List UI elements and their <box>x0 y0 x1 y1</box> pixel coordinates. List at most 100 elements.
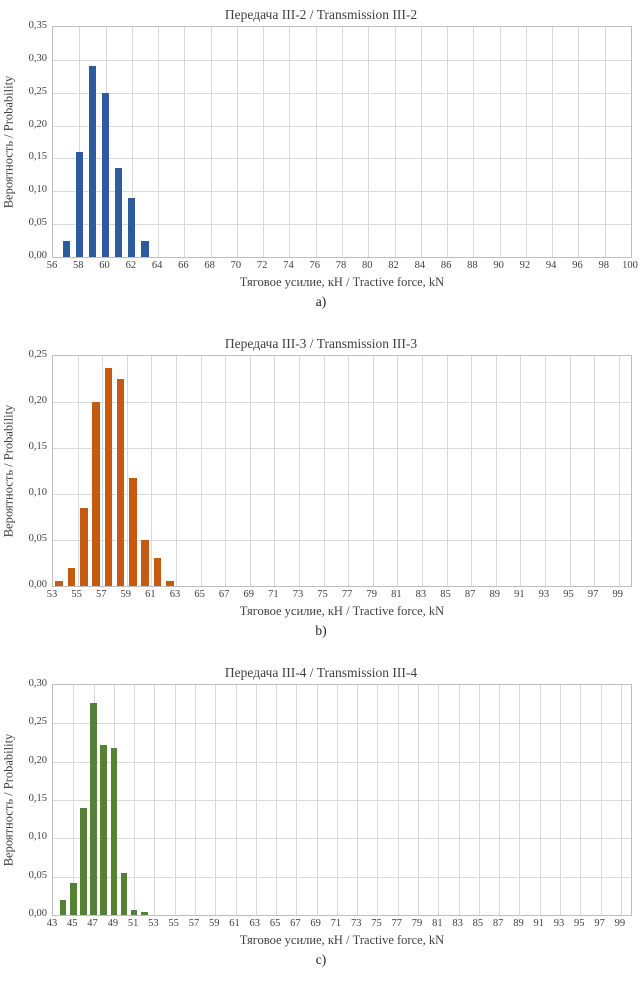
v-gridline <box>397 356 399 586</box>
x-tick-label: 67 <box>290 918 301 929</box>
v-gridline <box>473 27 475 257</box>
y-tick-label: 0,35 <box>28 19 47 31</box>
x-tick-label: 55 <box>71 589 82 600</box>
v-gridline <box>154 685 156 915</box>
y-tick-label: 0,05 <box>28 216 47 228</box>
y-axis-title-text: Вероятность / Probability <box>1 733 16 867</box>
x-tick-label: 71 <box>268 589 279 600</box>
bar <box>62 240 70 257</box>
h-gridline <box>53 723 631 725</box>
x-tick-label: 87 <box>464 589 476 600</box>
x-tick-label: 74 <box>283 260 294 271</box>
x-tick-label: 59 <box>120 589 132 600</box>
v-gridline <box>236 27 238 257</box>
x-tick-label: 79 <box>411 918 423 929</box>
v-gridline <box>342 27 343 257</box>
x-tick-label: 63 <box>169 589 181 600</box>
x-tick-label: 77 <box>391 918 403 929</box>
v-gridline <box>184 27 186 257</box>
v-gridline <box>604 27 606 257</box>
bar <box>115 168 123 257</box>
v-gridline <box>73 685 75 915</box>
v-gridline <box>215 685 217 915</box>
v-gridline <box>569 356 571 586</box>
chart-sub-label: c) <box>315 952 327 967</box>
v-gridline <box>418 685 420 915</box>
x-tick-label: 89 <box>513 918 524 929</box>
x-tick-label: 95 <box>563 589 574 600</box>
v-gridline <box>420 27 422 257</box>
plot-area <box>52 684 632 916</box>
chart-title: Передача III-3 / Transmission III-3 <box>224 336 418 351</box>
v-gridline <box>495 356 497 586</box>
x-tick-label: 86 <box>440 260 452 271</box>
v-gridline <box>79 27 81 257</box>
v-gridline <box>194 685 196 915</box>
x-tick-label: 57 <box>188 918 200 929</box>
bar <box>166 581 174 586</box>
x-tick-label: 100 <box>622 260 638 271</box>
chart-a: Передача III-2 / Transmission III-2 Веро… <box>0 0 642 329</box>
x-tick-label: 59 <box>208 918 220 929</box>
v-gridline <box>315 27 317 257</box>
bar <box>55 581 63 586</box>
bar <box>153 558 162 586</box>
h-gridline <box>53 494 631 495</box>
y-axis-title-text: Вероятность / Probability <box>1 75 16 209</box>
x-axis-title: Тяговое усилие, кН / Tractive force, kN <box>239 604 445 618</box>
y-tick-label: 0,00 <box>28 578 47 590</box>
v-gridline <box>210 27 212 257</box>
v-gridline <box>372 356 374 586</box>
y-tick-labels: 0,00 0,05 0,10 0,15 0,20 0,25 <box>18 349 52 589</box>
x-tick-label: 93 <box>553 918 565 929</box>
v-gridline <box>151 356 153 586</box>
x-tick-labels: 43 45 47 49 51 53 55 57 59 61 63 65 67 69 71 73 75 77 79 81… <box>47 916 632 931</box>
v-gridline <box>539 685 541 915</box>
bar <box>129 478 137 586</box>
v-gridline <box>255 685 257 915</box>
h-gridline <box>53 761 631 763</box>
x-tick-label: 98 <box>598 260 609 271</box>
y-tick-label: 0,20 <box>28 754 47 766</box>
bar <box>59 899 67 915</box>
chart-sub-label: a) <box>315 294 327 309</box>
h-gridline <box>53 800 631 801</box>
y-axis-title: Вероятность / Probability <box>0 26 18 258</box>
x-tick-label: 78 <box>335 260 347 271</box>
x-tick-label: 91 <box>533 918 544 929</box>
v-gridline <box>274 356 276 586</box>
bar <box>69 882 77 915</box>
bar <box>140 911 148 915</box>
y-axis-title: Вероятность / Probability <box>0 684 18 916</box>
x-tick-label: 70 <box>230 260 242 271</box>
v-gridline <box>438 685 440 915</box>
x-tick-label: 68 <box>204 260 215 271</box>
plot-row: Вероятность / Probability 0,00 0,05 0,10 0,… <box>0 20 642 260</box>
x-tick-label: 53 <box>148 918 159 929</box>
x-tick-label: 83 <box>452 918 463 929</box>
h-gridline <box>53 838 631 840</box>
x-tick-label: 88 <box>467 260 478 271</box>
x-tick-label: 56 <box>46 260 58 271</box>
x-tick-label: 72 <box>256 260 268 271</box>
x-tick-label: 97 <box>594 918 605 929</box>
chart-b: Передача III-3 / Transmission III-3 Веро… <box>0 329 642 658</box>
x-tick-label: 69 <box>310 918 321 929</box>
y-axis-title: Вероятность / Probability <box>0 355 18 587</box>
v-gridline <box>594 356 596 586</box>
bar <box>141 240 149 257</box>
v-gridline <box>580 685 582 915</box>
v-gridline <box>174 685 176 915</box>
bar <box>100 744 107 915</box>
x-tick-label: 61 <box>229 918 240 929</box>
x-tick-label: 73 <box>350 918 362 929</box>
chart-title: Передача III-4 / Transmission III-4 <box>224 665 418 680</box>
v-gridline <box>357 685 359 915</box>
v-gridline <box>235 685 237 915</box>
y-tick-label: 0,15 <box>28 440 47 452</box>
v-gridline <box>499 27 501 257</box>
v-gridline <box>134 685 136 915</box>
x-tick-label: 43 <box>46 918 58 929</box>
v-gridline <box>421 356 423 586</box>
